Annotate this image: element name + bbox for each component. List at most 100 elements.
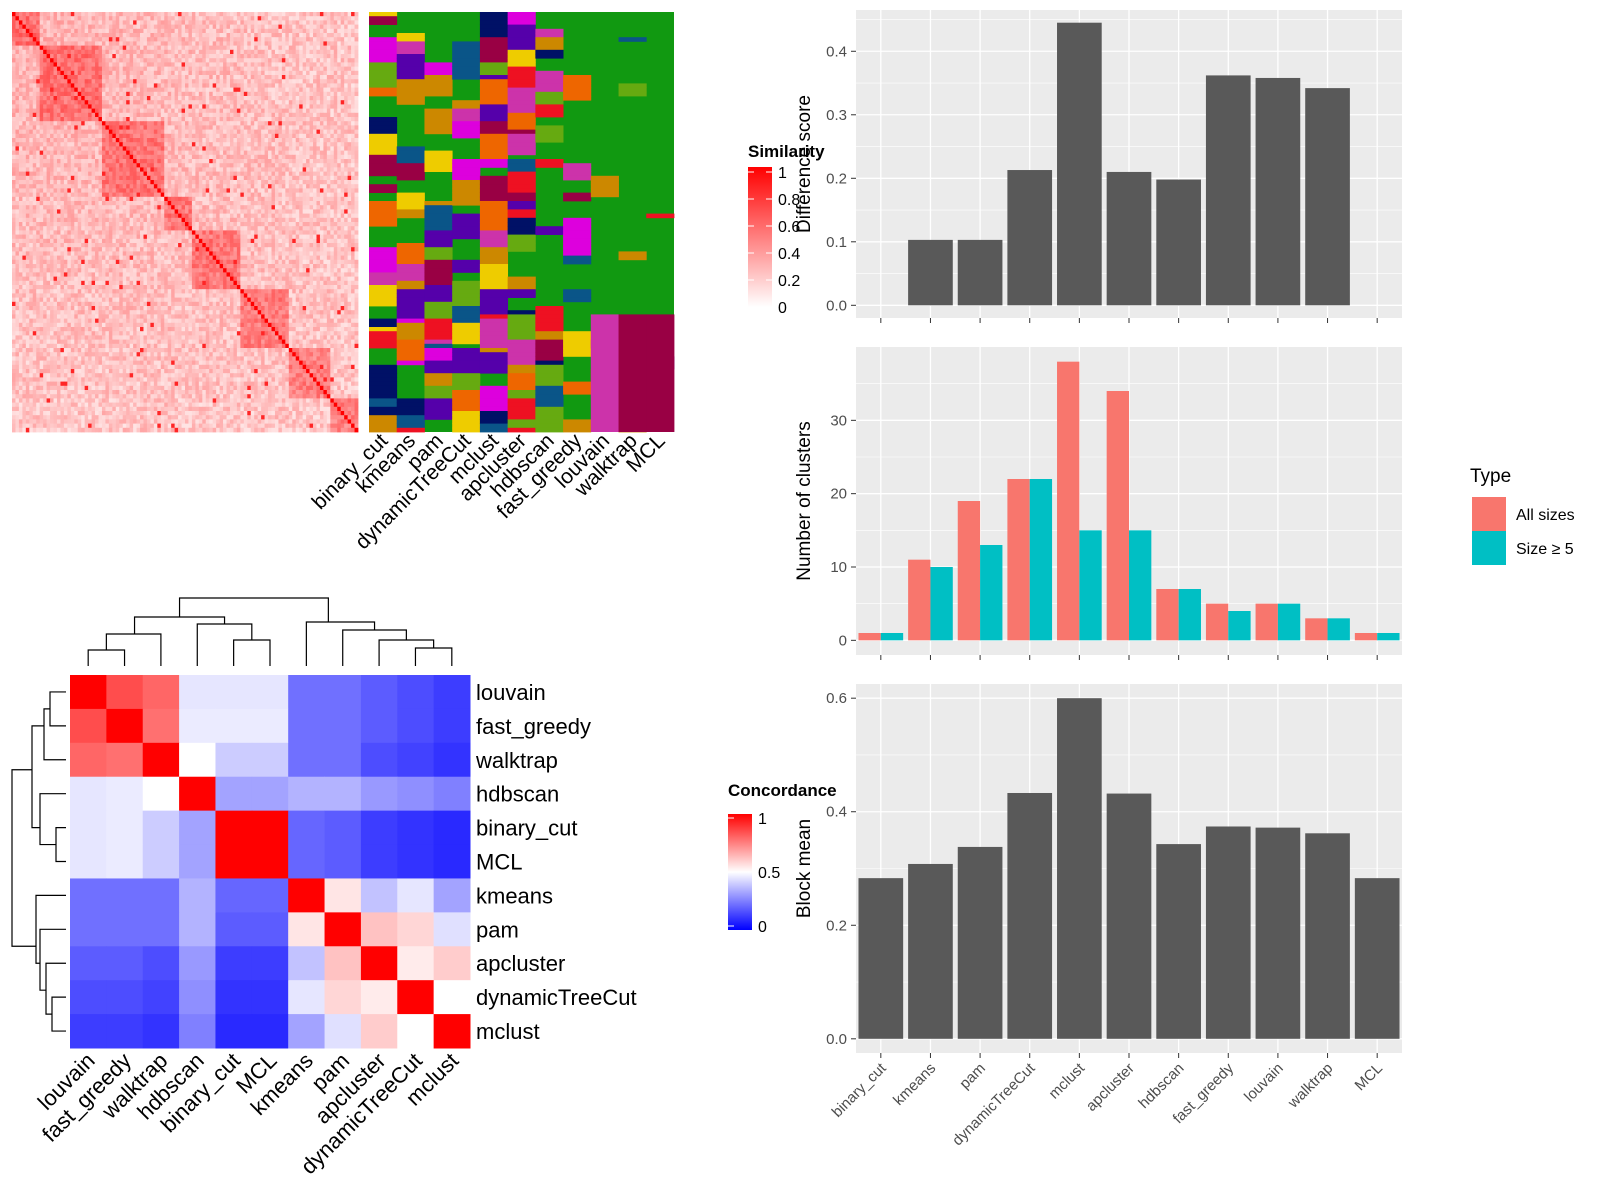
y-tick-label: 20 <box>830 486 847 503</box>
concordance-cell <box>106 675 144 710</box>
concordance-legend: Concordance 1 0.5 0 <box>728 781 837 936</box>
concordance-cell <box>251 708 289 744</box>
concordance-cell <box>70 1014 107 1049</box>
concordance-cell <box>142 776 180 812</box>
concordance-cell <box>215 980 253 1015</box>
difference-score-chart: 0.0 0.1 0.2 0.3 0.4 Difference score <box>794 10 1402 323</box>
concordance-row-label: binary_cut <box>476 816 578 841</box>
membership-column-labels: binary_cutkmeanspamdynamicTreeCutmclusta… <box>308 429 670 554</box>
concordance-cell <box>433 980 471 1015</box>
concordance-cell <box>179 1014 216 1049</box>
concordance-cell <box>179 742 216 778</box>
concordance-cell <box>106 980 144 1015</box>
concordance-cell <box>142 844 180 879</box>
bar-size-ge5 <box>1129 530 1152 641</box>
bar <box>1057 22 1102 306</box>
concordance-cell <box>70 844 107 879</box>
type-legend: Type All sizes Size ≥ 5 <box>1470 466 1575 565</box>
type-legend-title: Type <box>1470 466 1511 487</box>
concordance-cell <box>324 878 362 913</box>
bar-all-sizes <box>1205 603 1229 641</box>
concordance-cell <box>360 946 398 981</box>
concordance-cell <box>251 912 289 947</box>
concordance-column-labels: louvainfast_greedywalktraphdbscanbinary_… <box>33 1048 464 1179</box>
concordance-cell <box>433 708 471 744</box>
concordance-cell <box>433 675 471 710</box>
bar <box>1156 179 1201 306</box>
legend-key-size-ge5 <box>1472 531 1506 565</box>
concordance-cell <box>106 946 144 981</box>
bar <box>1205 826 1251 1039</box>
bar-size-ge5 <box>980 545 1003 641</box>
concordance-cell <box>215 946 253 981</box>
concordance-legend-title: Concordance <box>728 781 837 800</box>
concordance-cell <box>251 878 289 913</box>
concordance-cell <box>433 844 471 879</box>
y-tick-label: 0.4 <box>826 804 847 821</box>
concordance-heatmap <box>70 675 471 1049</box>
bar-size-ge5 <box>930 567 953 641</box>
x-tick-label: louvain <box>1241 1060 1287 1106</box>
concordance-cell <box>288 980 326 1015</box>
x-tick-label: apcluster <box>1083 1060 1138 1115</box>
concordance-cell <box>179 844 216 879</box>
concordance-cell <box>106 878 144 913</box>
concordance-cell <box>324 912 362 947</box>
y-tick-label: 0.1 <box>826 234 847 251</box>
y-tick-label: 0.0 <box>826 1031 847 1048</box>
y-tick-label: 0.2 <box>826 170 847 187</box>
concordance-cell <box>433 810 471 846</box>
concordance-cell <box>179 980 216 1015</box>
bar <box>1106 793 1152 1039</box>
y-tick-label: 0.2 <box>826 917 847 934</box>
concordance-cell <box>70 675 107 710</box>
concordance-cell <box>106 708 144 744</box>
concordance-row-label: MCL <box>476 850 522 875</box>
concordance-cell <box>288 810 326 846</box>
concordance-cell <box>251 675 289 710</box>
bar-all-sizes <box>858 633 881 641</box>
y-tick-label: 30 <box>830 412 847 429</box>
concordance-cell <box>288 844 326 879</box>
x-tick-label: mclust <box>1046 1059 1089 1102</box>
concordance-cell <box>360 912 398 947</box>
concordance-cell <box>360 675 398 710</box>
concordance-cell <box>106 810 144 846</box>
y-tick-label: 10 <box>830 559 847 576</box>
concordance-cell <box>251 844 289 879</box>
concordance-cell <box>70 980 107 1015</box>
left-dendrogram <box>11 691 66 1032</box>
similarity-legend: Similarity 1 0.8 0.6 0.4 0.2 0 <box>748 142 825 317</box>
concordance-cell <box>360 708 398 744</box>
similarity-heatmap <box>12 12 359 433</box>
concordance-cell <box>251 980 289 1015</box>
bar <box>908 239 953 306</box>
concordance-legend-tick: 1 <box>758 811 767 828</box>
concordance-cell <box>397 946 435 981</box>
concordance-legend-tick: 0.5 <box>758 865 780 882</box>
y-tick-label: 0.3 <box>826 107 847 124</box>
bar <box>1255 77 1301 306</box>
concordance-cell <box>215 776 253 812</box>
bar-all-sizes <box>1354 633 1378 641</box>
concordance-cell <box>215 675 253 710</box>
concordance-cell <box>251 1014 289 1049</box>
bar <box>1305 88 1350 306</box>
concordance-cell <box>360 980 398 1015</box>
legend-label-all-sizes: All sizes <box>1516 507 1575 524</box>
y-axis-title: Block mean <box>794 819 815 918</box>
bar <box>1205 75 1251 306</box>
similarity-legend-bar <box>748 167 772 307</box>
concordance-cell <box>70 946 107 981</box>
bar-size-ge5 <box>1029 479 1053 641</box>
concordance-cell <box>433 912 471 947</box>
concordance-cell <box>106 844 144 879</box>
concordance-cell <box>70 810 107 846</box>
concordance-cell <box>251 946 289 981</box>
x-tick-label: binary_cut <box>829 1059 891 1121</box>
concordance-cell <box>251 742 289 778</box>
bar <box>1106 171 1152 306</box>
concordance-cell <box>142 1014 180 1049</box>
